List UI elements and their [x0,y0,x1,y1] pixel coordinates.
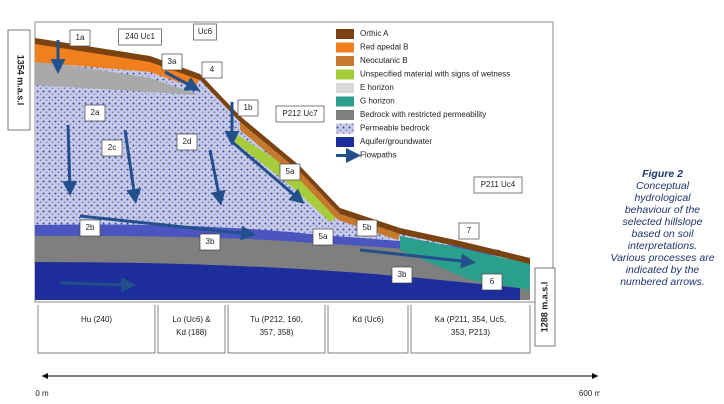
label-box [84,104,106,122]
elevation-box [534,267,556,347]
diagram: 1354 m.a.s.l 1288 m.a.s.l 1a 240 Uc1 Uc6 3a… [7,21,600,398]
distance-end: 600 m [579,389,600,398]
label-box [101,139,123,157]
elevation-bottom: 1288 m.a.s.l [539,282,549,333]
label: 3a [168,57,177,66]
unit-label: 357, 358) [260,328,294,337]
legend-label: Red apedal B [360,43,408,52]
flowpath [229,138,305,204]
flowpath [164,70,201,91]
label-box [199,233,221,251]
label: 4 [210,65,215,74]
label: 7 [467,226,472,235]
legend-label: G horizon [360,97,395,106]
unit-label: Ka (P211, 354, Uc5, [435,315,506,324]
legend-label: Orthic A [360,29,389,38]
unit-bracket [227,305,326,354]
legend-label: Bedrock with restricted permeability [360,110,486,119]
aquifer-upper [35,224,500,256]
label: 1b [244,103,253,112]
label-box [356,219,378,237]
label: P212 Uc7 [282,109,318,118]
label-box [193,23,217,41]
label-box [481,273,503,291]
label-box [275,105,325,123]
label: P211 Uc4 [481,180,516,189]
legend-swatch [336,110,354,120]
legend-swatch [336,56,354,66]
label: 240 Uc1 [125,32,155,41]
legend-swatch [336,69,354,80]
legend-swatch [336,29,354,39]
flowpath [62,124,78,196]
flowpath [59,277,136,293]
red-apedal [35,42,200,88]
label-box [69,29,91,47]
legend-label: E horizon [360,83,394,92]
unit-bracket [157,305,226,354]
legend-label: Unspecified material with signs of wetne… [360,70,510,79]
unit-bracket [327,305,409,354]
legend-label: Neocutanic B [360,56,408,65]
elevation-box [7,29,31,131]
caption-title: Figure 2 [642,168,683,180]
caption-text: Conceptual hydrological behaviour of the… [610,180,715,288]
label: 3b [206,237,215,246]
label-box [118,28,162,46]
unit-label: Kd (Uc6) [352,315,384,324]
legend-label: Permeable bedrock [360,124,430,133]
label-box [237,99,259,117]
unit-label: 353, P213) [451,328,490,337]
legend-swatch [336,137,354,147]
aquifer [35,262,520,300]
label-box [79,219,101,237]
label-box [161,53,183,71]
label-box [473,176,523,194]
e-horizon [35,60,200,95]
label: Uc6 [198,27,213,36]
label: 2a [91,108,100,117]
unit-label: Kd (188) [176,328,207,337]
flowpath [79,214,256,241]
flowpath [123,129,142,204]
legend-swatch [336,123,354,134]
distance-start: 0 m [35,389,49,398]
label: 2d [183,137,192,146]
unit-label: Lo (Uc6) & [172,315,211,324]
label-box [312,228,334,246]
label: 5a [319,232,328,241]
label-box [458,222,480,240]
elevation-top: 1354 m.a.s.l [16,55,26,106]
flowpath [359,248,476,269]
label: 5b [363,223,372,232]
caption: Figure 2 Conceptual hydrological behaviou… [610,168,715,288]
unit-label: Hu (240) [81,315,112,324]
legend-label: Flowpaths [360,151,396,160]
label-box [201,61,223,79]
label: 3b [398,270,407,279]
label-box [279,163,301,181]
unit-label: Tu (P212, 160, [250,315,303,324]
unit-bracket [410,305,531,354]
label-box [391,266,413,284]
label-box [176,133,198,151]
label: 2c [108,143,116,152]
label: 1a [76,33,85,42]
label: 6 [490,277,495,286]
legend-swatch [336,96,354,107]
legend-swatch [336,83,354,93]
legend-label: Aquifer/groundwater [360,137,432,146]
legend-swatch [336,42,354,53]
unit-bracket [37,305,156,354]
label: 5a [286,167,295,176]
label: 2b [86,223,95,232]
flowpath [208,149,226,206]
